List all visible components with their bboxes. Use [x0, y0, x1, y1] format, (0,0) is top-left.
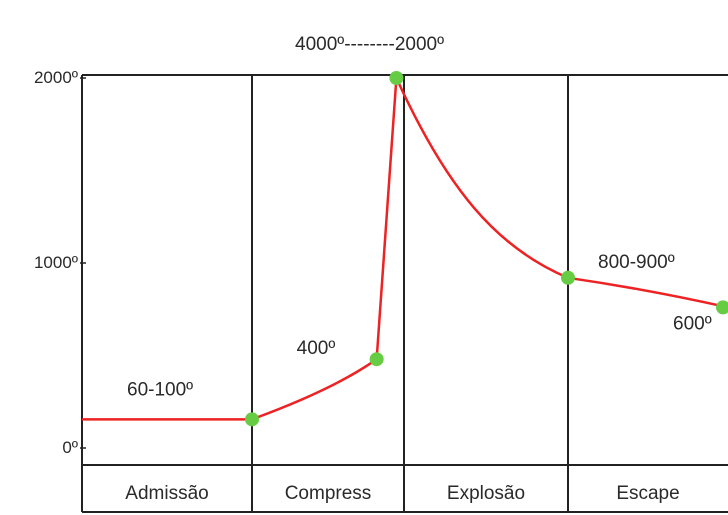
point-annotation: 60-100º	[127, 379, 193, 400]
y-tick-label: 0º	[62, 438, 78, 457]
phase-label: Escape	[616, 483, 679, 504]
data-point	[716, 300, 728, 315]
chart-frame	[81, 74, 728, 513]
data-point	[561, 270, 575, 285]
temperature-series	[82, 71, 728, 427]
y-tick-label: 1000º	[34, 253, 78, 272]
temperature-line	[82, 77, 728, 421]
y-axis-ticks: 0º 1000º 2000º	[34, 68, 86, 457]
annotations: 60-100º 400º 800-900º 600º	[127, 252, 712, 401]
data-point	[245, 412, 259, 427]
phase-labels: Admissão Compress Explosão Escape	[125, 483, 679, 504]
phase-label: Admissão	[125, 483, 208, 504]
data-point	[369, 352, 384, 367]
phase-label: Explosão	[447, 483, 525, 504]
phase-label: Compress	[285, 483, 372, 504]
point-annotation: 400º	[297, 338, 336, 359]
point-annotation: 800-900º	[598, 252, 675, 273]
chart-title: 4000º--------2000º	[295, 34, 444, 55]
data-point	[389, 71, 404, 85]
y-tick-label: 2000º	[34, 68, 78, 87]
point-annotation: 600º	[673, 313, 712, 334]
